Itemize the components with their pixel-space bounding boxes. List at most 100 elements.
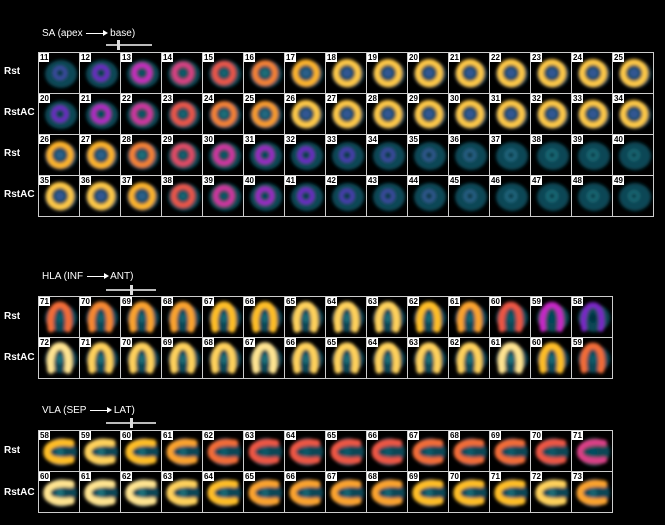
slice-tile[interactable]: 61 bbox=[161, 430, 203, 472]
slice-tile[interactable]: 38 bbox=[161, 175, 203, 217]
slice-tile[interactable]: 40 bbox=[612, 134, 654, 176]
slice-tile[interactable]: 71 bbox=[38, 296, 80, 338]
slice-tile[interactable]: 48 bbox=[571, 175, 613, 217]
slice-tile[interactable]: 70 bbox=[79, 296, 121, 338]
slice-tile[interactable]: 68 bbox=[202, 337, 244, 379]
slice-tile[interactable]: 64 bbox=[325, 296, 367, 338]
vla-slice-slider[interactable] bbox=[106, 418, 156, 428]
slice-tile[interactable]: 68 bbox=[161, 296, 203, 338]
slice-tile[interactable]: 42 bbox=[325, 175, 367, 217]
slice-tile[interactable]: 24 bbox=[202, 93, 244, 135]
slice-tile[interactable]: 21 bbox=[448, 52, 490, 94]
slice-tile[interactable]: 36 bbox=[448, 134, 490, 176]
slice-tile[interactable]: 68 bbox=[448, 430, 490, 472]
slice-tile[interactable]: 39 bbox=[571, 134, 613, 176]
slice-tile[interactable]: 64 bbox=[366, 337, 408, 379]
slice-tile[interactable]: 18 bbox=[325, 52, 367, 94]
slice-tile[interactable]: 19 bbox=[366, 52, 408, 94]
slice-tile[interactable]: 34 bbox=[366, 134, 408, 176]
slice-tile[interactable]: 26 bbox=[38, 134, 80, 176]
slice-tile[interactable]: 60 bbox=[38, 471, 80, 513]
slice-tile[interactable]: 65 bbox=[325, 337, 367, 379]
hla-slice-slider[interactable] bbox=[106, 285, 156, 295]
slice-tile[interactable]: 62 bbox=[448, 337, 490, 379]
slice-tile[interactable]: 61 bbox=[489, 337, 531, 379]
slice-tile[interactable]: 65 bbox=[325, 430, 367, 472]
slice-tile[interactable]: 11 bbox=[38, 52, 80, 94]
slice-tile[interactable]: 31 bbox=[489, 93, 531, 135]
slice-tile[interactable]: 63 bbox=[243, 430, 285, 472]
slice-tile[interactable]: 40 bbox=[243, 175, 285, 217]
slice-tile[interactable]: 66 bbox=[243, 296, 285, 338]
slice-tile[interactable]: 30 bbox=[202, 134, 244, 176]
slice-tile[interactable]: 31 bbox=[243, 134, 285, 176]
slice-tile[interactable]: 46 bbox=[489, 175, 531, 217]
slice-tile[interactable]: 65 bbox=[243, 471, 285, 513]
slice-tile[interactable]: 39 bbox=[202, 175, 244, 217]
slice-tile[interactable]: 71 bbox=[79, 337, 121, 379]
slice-tile[interactable]: 58 bbox=[38, 430, 80, 472]
sa-slice-slider[interactable] bbox=[106, 40, 152, 50]
slice-tile[interactable]: 72 bbox=[38, 337, 80, 379]
slice-tile[interactable]: 67 bbox=[202, 296, 244, 338]
slice-tile[interactable]: 28 bbox=[120, 134, 162, 176]
slice-tile[interactable]: 59 bbox=[530, 296, 572, 338]
slice-tile[interactable]: 66 bbox=[284, 471, 326, 513]
slider-thumb[interactable] bbox=[116, 40, 120, 50]
slice-tile[interactable]: 36 bbox=[79, 175, 121, 217]
slider-thumb[interactable] bbox=[129, 418, 133, 428]
slice-tile[interactable]: 63 bbox=[366, 296, 408, 338]
slice-tile[interactable]: 63 bbox=[161, 471, 203, 513]
slice-tile[interactable]: 30 bbox=[448, 93, 490, 135]
slice-tile[interactable]: 34 bbox=[612, 93, 654, 135]
slice-tile[interactable]: 27 bbox=[79, 134, 121, 176]
slice-tile[interactable]: 32 bbox=[284, 134, 326, 176]
slice-tile[interactable]: 22 bbox=[489, 52, 531, 94]
slice-tile[interactable]: 29 bbox=[407, 93, 449, 135]
slice-tile[interactable]: 43 bbox=[366, 175, 408, 217]
slice-tile[interactable]: 24 bbox=[571, 52, 613, 94]
slice-tile[interactable]: 69 bbox=[489, 430, 531, 472]
slice-tile[interactable]: 60 bbox=[530, 337, 572, 379]
slice-tile[interactable]: 25 bbox=[612, 52, 654, 94]
slice-tile[interactable]: 23 bbox=[161, 93, 203, 135]
slice-tile[interactable]: 33 bbox=[571, 93, 613, 135]
slice-tile[interactable]: 69 bbox=[161, 337, 203, 379]
slice-tile[interactable]: 33 bbox=[325, 134, 367, 176]
slice-tile[interactable]: 60 bbox=[120, 430, 162, 472]
slice-tile[interactable]: 60 bbox=[489, 296, 531, 338]
slice-tile[interactable]: 61 bbox=[448, 296, 490, 338]
slice-tile[interactable]: 64 bbox=[284, 430, 326, 472]
slice-tile[interactable]: 66 bbox=[284, 337, 326, 379]
slice-tile[interactable]: 59 bbox=[571, 337, 613, 379]
slice-tile[interactable]: 59 bbox=[79, 430, 121, 472]
slice-tile[interactable]: 25 bbox=[243, 93, 285, 135]
slice-tile[interactable]: 70 bbox=[530, 430, 572, 472]
slice-tile[interactable]: 14 bbox=[161, 52, 203, 94]
slice-tile[interactable]: 37 bbox=[489, 134, 531, 176]
slice-tile[interactable]: 32 bbox=[530, 93, 572, 135]
slice-tile[interactable]: 15 bbox=[202, 52, 244, 94]
slice-tile[interactable]: 26 bbox=[284, 93, 326, 135]
slice-tile[interactable]: 58 bbox=[571, 296, 613, 338]
slice-tile[interactable]: 17 bbox=[284, 52, 326, 94]
slice-tile[interactable]: 64 bbox=[202, 471, 244, 513]
slice-tile[interactable]: 69 bbox=[407, 471, 449, 513]
slice-tile[interactable]: 66 bbox=[366, 430, 408, 472]
slice-tile[interactable]: 28 bbox=[366, 93, 408, 135]
slice-tile[interactable]: 73 bbox=[571, 471, 613, 513]
slice-tile[interactable]: 61 bbox=[79, 471, 121, 513]
slice-tile[interactable]: 27 bbox=[325, 93, 367, 135]
slice-tile[interactable]: 20 bbox=[38, 93, 80, 135]
slice-tile[interactable]: 67 bbox=[325, 471, 367, 513]
slice-tile[interactable]: 21 bbox=[79, 93, 121, 135]
slice-tile[interactable]: 69 bbox=[120, 296, 162, 338]
slice-tile[interactable]: 63 bbox=[407, 337, 449, 379]
slice-tile[interactable]: 35 bbox=[407, 134, 449, 176]
slice-tile[interactable]: 23 bbox=[530, 52, 572, 94]
slice-tile[interactable]: 67 bbox=[243, 337, 285, 379]
slice-tile[interactable]: 71 bbox=[571, 430, 613, 472]
slice-tile[interactable]: 13 bbox=[120, 52, 162, 94]
slider-thumb[interactable] bbox=[129, 285, 133, 295]
slice-tile[interactable]: 22 bbox=[120, 93, 162, 135]
